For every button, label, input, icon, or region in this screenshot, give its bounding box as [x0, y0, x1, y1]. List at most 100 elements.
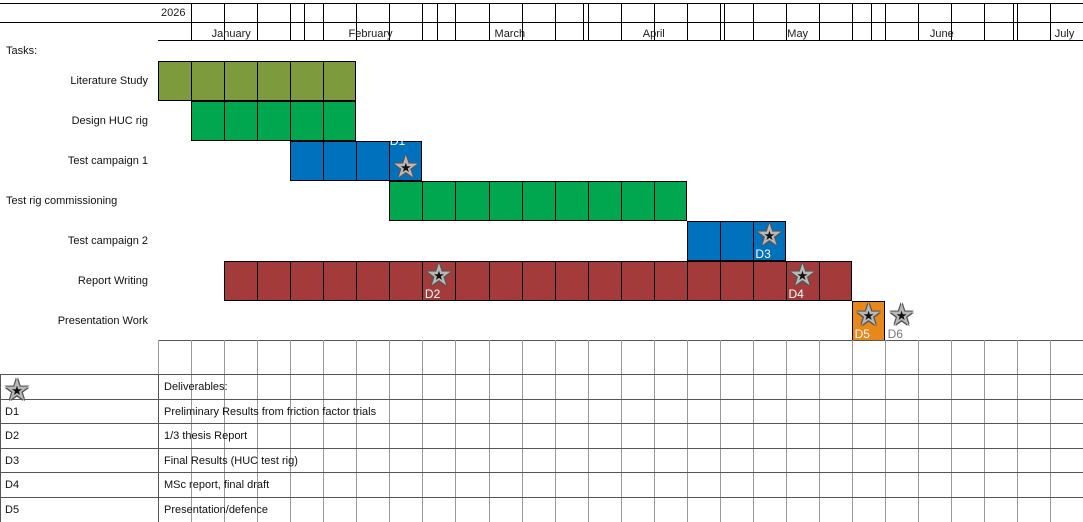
task-label-test-rig-commissioning: Test rig commissioning: [6, 195, 118, 207]
task-label-test-campaign-2: Test campaign 2: [67, 235, 148, 247]
task-bar-test-campaign-2[interactable]: [686, 221, 786, 261]
year-label: 2026: [161, 7, 186, 19]
bar-week-separator: [587, 181, 589, 221]
month-label-march: March: [494, 28, 526, 40]
week-tick: [918, 4, 920, 22]
grid-column-line: [620, 340, 622, 522]
bar-week-separator: [290, 261, 292, 301]
week-tick: [620, 4, 622, 22]
grid-column-line: [587, 340, 589, 522]
task-bar-test-rig-commissioning[interactable]: [389, 181, 687, 221]
week-tick: [885, 4, 887, 22]
bar-week-separator: [521, 181, 523, 221]
week-tick: [224, 23, 226, 40]
milestone-star-d6[interactable]: ★ ★: [888, 299, 916, 332]
grid-column-line: [521, 340, 523, 522]
bar-week-separator: [587, 261, 589, 301]
grid-column-line: [1050, 340, 1052, 522]
week-tick: [356, 4, 358, 22]
week-tick: [885, 23, 887, 40]
month-label-january: January: [211, 28, 251, 40]
week-tick: [422, 23, 424, 40]
month-tick: [304, 4, 306, 40]
table-divider-id: [158, 374, 159, 522]
month-label-june: June: [929, 28, 954, 40]
week-tick: [422, 4, 424, 22]
deliverable-text-d2: 1/3 thesis Report: [164, 430, 248, 443]
bar-week-separator: [356, 261, 358, 301]
milestone-label-d4: D4: [788, 287, 804, 301]
deliverable-id-d3: D3: [5, 454, 20, 467]
header-rule-top-right: [158, 3, 1083, 4]
week-tick: [1050, 23, 1052, 40]
week-tick: [521, 23, 523, 40]
grid-column-line: [819, 340, 820, 522]
milestone-label-d6: D6: [887, 327, 903, 341]
task-bar-report-writing[interactable]: [224, 261, 853, 301]
bar-week-separator: [686, 261, 688, 301]
milestone-label-d1: D1: [389, 134, 406, 148]
deliverable-text-d3: Final Results (HUC test rig): [164, 454, 298, 467]
task-label-design-huc-rig: Design HUC rig: [71, 115, 148, 127]
grid-column-line: [653, 340, 655, 522]
table-row-line: [0, 423, 1083, 425]
week-tick: [620, 23, 622, 40]
grid-column-line: [785, 340, 787, 522]
deliverables-header: Deliverables:: [164, 381, 228, 393]
header-rule-mid-right: [158, 22, 1083, 23]
week-tick: [488, 4, 490, 22]
month-tick: [1012, 4, 1014, 40]
week-tick: [257, 4, 259, 22]
bar-week-separator: [455, 261, 457, 301]
week-tick: [1017, 23, 1019, 40]
grid-column-line: [224, 340, 226, 522]
table-row-line: [0, 447, 1083, 449]
grid-rule: [158, 340, 1083, 341]
bar-week-separator: [257, 261, 259, 301]
header-rule-bottom: [158, 40, 1083, 41]
deliverable-text-d4: MSc report, final draft: [164, 479, 270, 492]
deliverables-star-icon: ★ ★: [3, 374, 31, 407]
grid-column-line: [389, 340, 391, 522]
week-tick: [488, 23, 490, 40]
week-tick: [554, 4, 556, 22]
grid-column-line: [885, 340, 887, 522]
table-row-line: [0, 497, 1083, 498]
grid-column-line: [488, 340, 490, 522]
grid-column-line: [951, 340, 953, 522]
bar-week-separator: [752, 261, 754, 301]
week-tick: [852, 4, 854, 22]
week-tick: [323, 4, 325, 22]
grid-column-line: [1017, 340, 1019, 522]
week-tick: [1017, 4, 1019, 22]
month-label-july: July: [1054, 28, 1075, 40]
grid-column-line: [686, 340, 688, 522]
week-tick: [653, 23, 655, 40]
bar-week-separator: [819, 261, 820, 301]
month-label-april: April: [642, 28, 665, 40]
week-tick: [587, 4, 589, 22]
task-bar-presentation-work[interactable]: [852, 301, 886, 341]
bar-week-separator: [224, 101, 226, 141]
header-rule: [0, 22, 158, 23]
week-tick: [719, 23, 721, 40]
grid-column-line: [422, 340, 424, 522]
month-tick: [870, 4, 872, 40]
week-tick: [389, 4, 391, 22]
grid-column-line: [554, 340, 556, 522]
grid-column-line: [719, 340, 721, 522]
week-tick: [290, 4, 292, 22]
week-tick: [521, 4, 523, 22]
bar-week-separator: [719, 261, 721, 301]
week-tick: [455, 23, 457, 40]
task-bar-test-campaign-1[interactable]: [290, 141, 423, 181]
week-tick: [951, 23, 953, 40]
grid-row-line: [0, 374, 1083, 375]
task-bar-design-huc-rig[interactable]: [191, 101, 357, 141]
deliverable-id-d2: D2: [5, 430, 20, 443]
bar-week-separator: [521, 261, 523, 301]
week-tick: [918, 23, 920, 40]
week-tick: [356, 23, 358, 40]
tasks-section-label: Tasks:: [6, 45, 38, 57]
bar-week-separator: [323, 141, 325, 181]
